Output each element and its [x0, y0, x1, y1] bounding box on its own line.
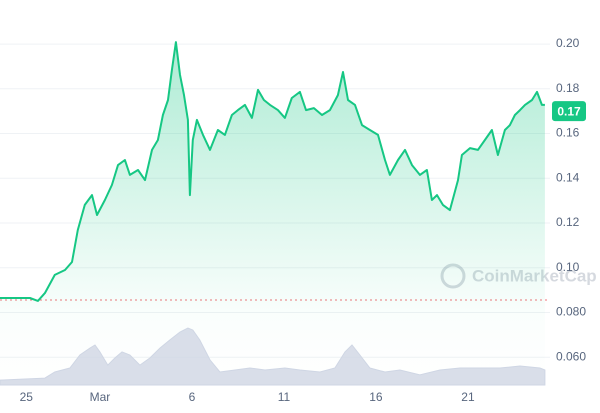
axis-labels: 0.20 0.18 0.16 0.14 0.12 0.10 0.080 0.060 25 Mar 6…: [20, 36, 587, 404]
y-tick-label: 0.12: [556, 215, 580, 229]
x-tick-label: 25: [20, 390, 34, 404]
price-tag: 0.17: [557, 104, 581, 118]
volume-area: [0, 327, 546, 386]
x-tick-label: 21: [461, 390, 475, 404]
x-tick-label: 16: [369, 390, 383, 404]
x-tick-label: 6: [189, 390, 196, 404]
y-tick-label: 0.18: [556, 81, 580, 95]
price-line: [0, 41, 545, 302]
price-tag-bg: [552, 101, 586, 122]
y-tick-label: 0.060: [556, 349, 586, 363]
x-tick-label: Mar: [90, 390, 111, 404]
y-tick-label: 0.20: [556, 36, 580, 50]
plot-area: CoinMarketCap: [0, 41, 597, 386]
x-tick-label: 11: [278, 390, 291, 404]
y-tick-label: 0.16: [556, 126, 580, 140]
y-tick-label: 0.10: [556, 260, 580, 274]
y-tick-label: 0.14: [556, 170, 580, 184]
y-tick-label: 0.080: [556, 305, 586, 319]
price-area: [0, 42, 545, 385]
